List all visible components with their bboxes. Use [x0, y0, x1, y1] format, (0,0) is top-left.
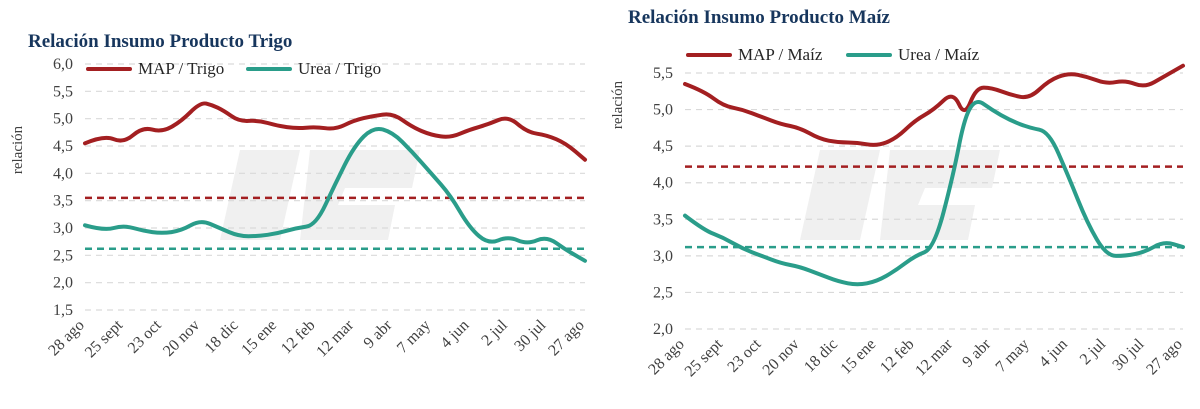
y-axis-label: relación	[610, 80, 626, 129]
x-tick-label: 4 jun	[437, 317, 472, 352]
x-tick-label: 25 sept	[682, 335, 727, 380]
y-tick-label: 3,0	[653, 248, 673, 265]
x-tick-label: 23 oct	[724, 335, 764, 375]
x-tick-label: 28 ago	[45, 317, 88, 360]
x-tick-label: 23 oct	[125, 316, 165, 356]
x-tick-label: 7 may	[993, 336, 1033, 376]
y-tick-label: 4,0	[53, 165, 73, 182]
y-tick-label: 3,5	[53, 193, 73, 210]
y-tick-label: 5,0	[53, 111, 73, 128]
y-tick-label: 1,5	[53, 302, 73, 319]
x-tick-label: 12 feb	[877, 336, 918, 377]
x-tick-label: 12 mar	[313, 316, 357, 360]
y-tick-label: 5,0	[653, 102, 673, 119]
y-tick-label: 3,0	[53, 220, 73, 237]
series-line-map	[83, 101, 587, 162]
y-tick-label: 2,5	[653, 284, 673, 301]
x-tick-label: 27 ago	[545, 317, 588, 360]
x-tick-label: 28 ago	[645, 336, 688, 379]
x-tick-label: 20 nov	[760, 336, 803, 379]
x-tick-label: 12 feb	[278, 317, 319, 358]
x-tick-label: 27 ago	[1143, 336, 1186, 379]
y-axis-label: relación	[10, 125, 26, 174]
x-tick-label: 15 ene	[238, 317, 280, 359]
chart-title: Relación Insumo Producto Maíz	[628, 7, 891, 28]
x-tick-label: 9 abr	[361, 316, 396, 351]
x-tick-label: 15 ene	[838, 336, 880, 378]
y-tick-label: 2,0	[653, 321, 673, 338]
legend-label: MAP / Maíz	[738, 45, 823, 64]
legend-label: Urea / Maíz	[898, 45, 980, 64]
y-tick-label: 4,0	[653, 175, 673, 192]
x-tick-label: 12 mar	[912, 335, 956, 379]
y-tick-label: 6,0	[53, 56, 73, 73]
y-tick-label: 2,0	[53, 275, 73, 292]
legend-label: Urea / Trigo	[298, 59, 381, 78]
y-tick-label: 3,5	[653, 211, 673, 228]
x-tick-label: 25 sept	[82, 316, 127, 361]
y-tick-label: 5,5	[53, 83, 73, 100]
y-tick-label: 5,5	[653, 65, 673, 82]
x-tick-label: 30 jul	[511, 316, 549, 354]
x-tick-label: 20 nov	[160, 317, 203, 360]
x-tick-label: 4 jun	[1036, 336, 1071, 371]
x-tick-label: 7 may	[394, 317, 434, 357]
x-tick-label: 2 jul	[478, 316, 511, 349]
x-tick-label: 9 abr	[959, 335, 994, 370]
y-tick-label: 4,5	[53, 138, 73, 155]
legend-label: MAP / Trigo	[138, 59, 224, 78]
trigo-chart: Relación Insumo Producto Trigo relación …	[10, 31, 588, 361]
x-tick-label: 30 jul	[1109, 335, 1147, 373]
chart-title: Relación Insumo Producto Trigo	[28, 31, 292, 52]
series-line-map	[683, 63, 1185, 147]
series-line-urea	[683, 100, 1185, 287]
series-line-urea	[83, 127, 587, 263]
y-tick-label: 4,5	[653, 138, 673, 155]
x-tick-label: 18 dic	[801, 336, 841, 376]
background-watermark	[220, 150, 1000, 240]
x-tick-label: 18 dic	[202, 317, 242, 357]
x-tick-label: 2 jul	[1077, 335, 1110, 368]
y-tick-label: 2,5	[53, 247, 73, 264]
